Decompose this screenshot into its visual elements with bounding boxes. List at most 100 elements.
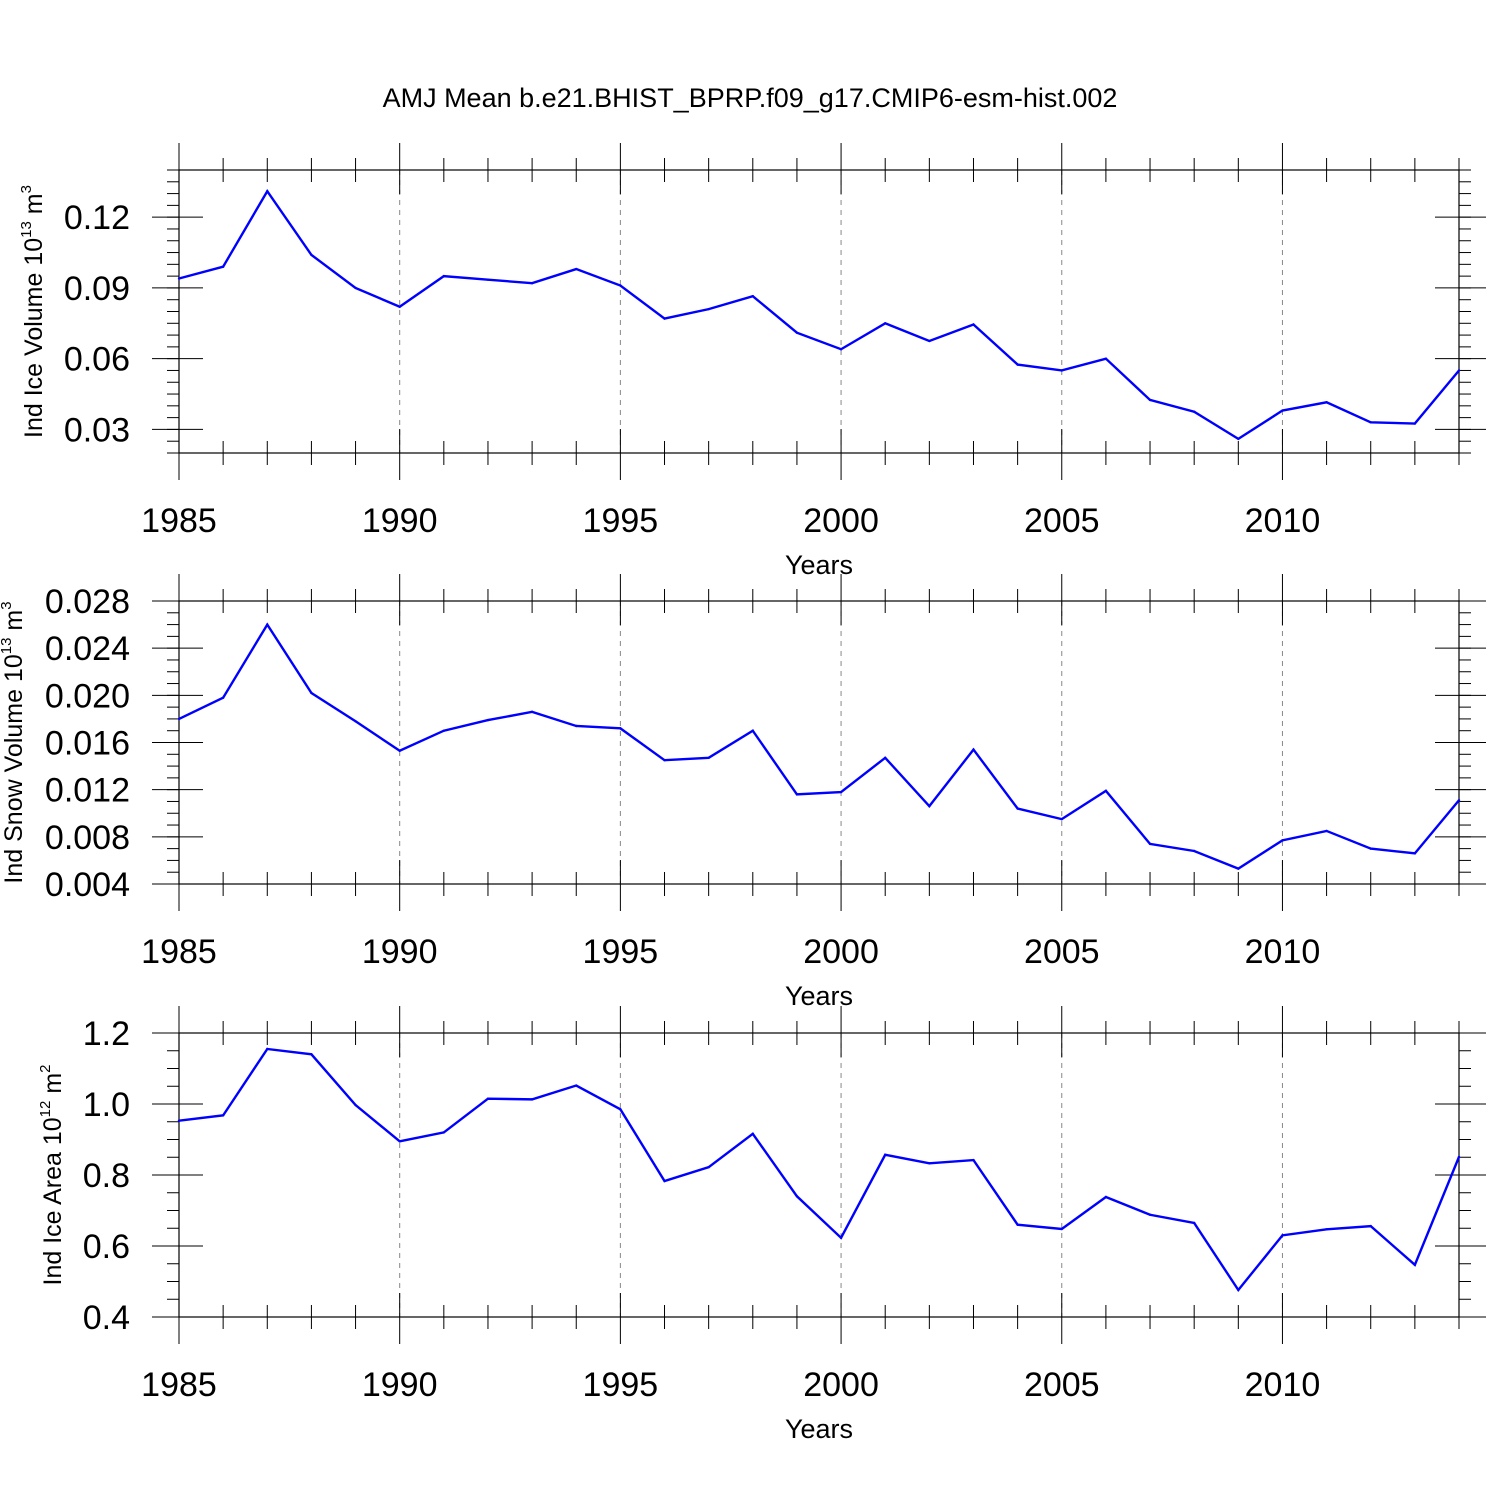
data-point: [1281, 1234, 1284, 1237]
data-point: [1413, 422, 1417, 425]
x-tick-label: 2000: [803, 933, 879, 971]
data-point: [1457, 799, 1461, 802]
x-tick-label: 1995: [583, 502, 659, 540]
y-tick-label: 0.8: [83, 1157, 130, 1195]
data-point: [663, 758, 666, 762]
y-tick-label: 0.06: [64, 341, 130, 379]
data-point: [266, 623, 269, 626]
x-tick-label: 1990: [362, 933, 438, 971]
y-axis-label-text: Ind Snow Volume 10: [0, 654, 28, 883]
y-axis-label-exponent: 12: [37, 1101, 54, 1118]
data-point: [1104, 1195, 1108, 1199]
x-tick-label: 1985: [141, 1366, 217, 1404]
data-point: [310, 1053, 313, 1056]
data-point: [1325, 829, 1328, 833]
data-point: [575, 1084, 578, 1087]
data-point: [884, 1153, 887, 1156]
y-tick-label: 0.4: [83, 1299, 130, 1337]
data-point: [1148, 398, 1152, 402]
x-tick-label: 1995: [583, 933, 659, 971]
data-point: [221, 1114, 225, 1117]
y-axis-label-unit: m: [20, 193, 48, 221]
x-axis-label: Years: [785, 1414, 853, 1444]
chart-title: AMJ Mean b.e21.BHIST_BPRP.f09_g17.CMIP6-…: [383, 83, 1118, 113]
data-point: [619, 727, 622, 730]
data-point: [928, 804, 931, 808]
data-point: [663, 1179, 666, 1183]
x-tick-label: 2010: [1245, 1366, 1321, 1404]
y-tick-label: 0.016: [45, 725, 130, 763]
data-point: [663, 317, 666, 320]
y-axis-label-exponent: 13: [0, 638, 15, 655]
series-line: [178, 188, 1460, 441]
y-tick-label: 0.028: [45, 583, 130, 621]
data-point: [1281, 409, 1284, 412]
data-point: [1104, 789, 1108, 793]
data-point: [751, 294, 754, 298]
data-point: [486, 1097, 490, 1100]
data-point: [1413, 852, 1417, 855]
data-point: [486, 718, 490, 722]
y-axis-label-text: Ind Ice Volume 10: [20, 238, 48, 438]
data-point: [1104, 357, 1108, 360]
x-tick-label: 2005: [1024, 502, 1100, 540]
plot-frame: [178, 600, 1460, 885]
data-point: [266, 190, 269, 193]
y-tick-label: 0.012: [45, 772, 130, 810]
x-tick-label: 1995: [583, 1366, 659, 1404]
y-axis-label-text: Ind Ice Area 10: [39, 1117, 67, 1285]
y-axis-label-unit: m: [39, 1073, 67, 1101]
data-point: [1016, 363, 1019, 366]
data-point: [1060, 369, 1063, 372]
data-point: [839, 790, 843, 794]
data-point: [398, 1140, 401, 1143]
data-point: [221, 696, 225, 699]
x-tick-label: 1990: [362, 1366, 438, 1404]
data-point: [928, 339, 931, 343]
data-point: [177, 277, 181, 280]
series-line: [178, 1047, 1461, 1293]
data-point: [575, 724, 578, 728]
y-axis-label-unit-exponent: 3: [18, 185, 35, 193]
data-point: [1060, 817, 1063, 821]
data-point: [1192, 849, 1196, 853]
chart-panel-3: 1985 1990 1995 2000 2005 2010 Years 0.4 0.6 0.8 1.…: [37, 1006, 1486, 1444]
y-tick-label: 0.024: [45, 630, 130, 668]
x-tick-label: 2000: [803, 502, 879, 540]
data-point: [839, 1236, 843, 1240]
y-tick-label: 1.0: [83, 1086, 130, 1124]
data-point: [1237, 437, 1240, 441]
data-point: [795, 331, 799, 334]
data-point: [1369, 421, 1372, 424]
data-point: [266, 1047, 269, 1051]
data-point: [1016, 1223, 1019, 1226]
data-point: [1237, 867, 1240, 870]
y-axis-label-unit-exponent: 2: [37, 1065, 54, 1073]
data-point: [1325, 401, 1328, 404]
data-point: [442, 1131, 446, 1134]
data-point: [575, 267, 578, 271]
y-tick-label: 0.6: [83, 1228, 130, 1266]
data-point: [530, 1098, 534, 1101]
x-tick-label: 2010: [1245, 502, 1321, 540]
data-point: [177, 1119, 181, 1122]
data-point: [398, 749, 401, 752]
y-axis-label-exponent: 13: [18, 221, 35, 238]
data-point: [619, 284, 622, 287]
data-point: [884, 322, 887, 325]
data-point: [795, 1195, 799, 1198]
y-tick-label: 0.12: [64, 199, 130, 237]
data-point: [707, 307, 710, 311]
x-tick-label: 2010: [1245, 933, 1321, 971]
data-point: [310, 253, 313, 257]
data-point: [751, 729, 754, 732]
chart-panel-1: 1985 1990 1995 2000 2005 2010 Years 0.03 0.06 0.0…: [18, 143, 1486, 580]
data-point: [354, 1103, 357, 1107]
data-point: [354, 286, 357, 290]
data-point: [530, 282, 534, 285]
data-point: [1237, 1288, 1240, 1292]
data-point: [928, 1162, 931, 1165]
x-tick-label: 1985: [141, 502, 217, 540]
x-tick-label: 2005: [1024, 933, 1100, 971]
